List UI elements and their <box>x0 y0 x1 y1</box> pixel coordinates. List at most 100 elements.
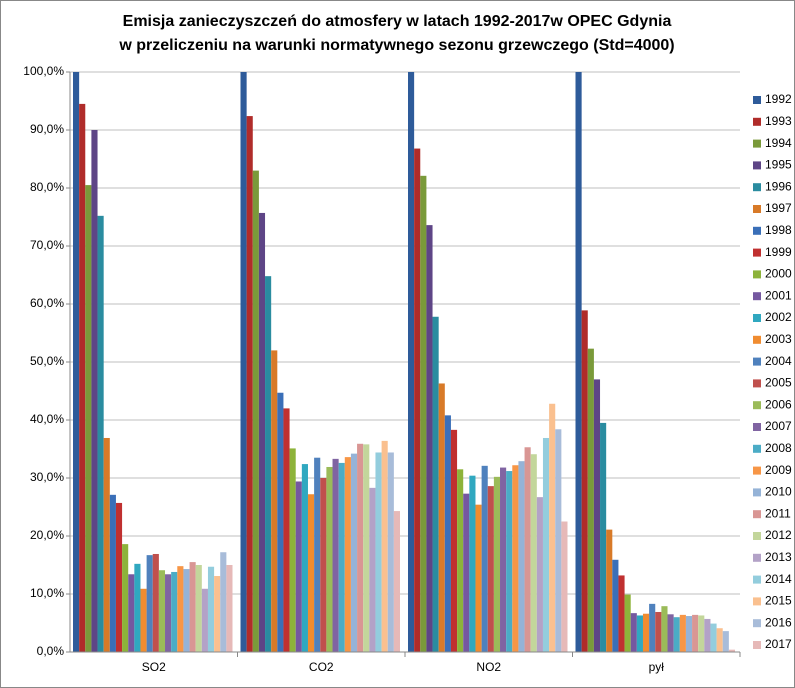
legend-label: 2007 <box>765 419 792 433</box>
y-tick-label: 0,0% <box>37 644 65 658</box>
x-tick-label: CO2 <box>309 660 334 674</box>
legend-label: 2010 <box>765 485 792 499</box>
bar <box>109 494 116 652</box>
x-tick-label: SO2 <box>142 660 166 674</box>
y-tick-label: 80,0% <box>30 180 64 194</box>
chart-title: Emisja zanieczyszczeń do atmosfery w lat… <box>123 13 672 30</box>
bar <box>444 415 451 652</box>
legend-label: 2013 <box>765 550 792 564</box>
y-tick-label: 70,0% <box>30 238 64 252</box>
bar <box>307 494 315 652</box>
bar <box>555 429 562 652</box>
bar <box>542 437 550 652</box>
bar <box>500 467 507 652</box>
bar <box>393 511 400 652</box>
bar <box>722 631 729 652</box>
bar <box>140 588 147 652</box>
bar <box>587 348 594 652</box>
bar <box>561 521 568 652</box>
bar <box>716 628 723 652</box>
bar <box>426 225 433 652</box>
bar <box>581 310 588 652</box>
bar <box>283 408 290 652</box>
x-tick-label: NO2 <box>476 660 501 674</box>
bar <box>357 443 364 652</box>
y-tick-label: 100,0% <box>23 64 64 78</box>
bar <box>692 614 699 652</box>
bar <box>115 502 123 652</box>
bar <box>128 574 135 652</box>
bar <box>728 649 735 652</box>
bar <box>220 552 227 652</box>
bar <box>146 555 153 652</box>
legend-label: 1994 <box>765 136 792 150</box>
legend-label: 2009 <box>765 463 792 477</box>
bar <box>704 618 711 652</box>
bar <box>506 471 513 652</box>
legend-swatch <box>753 357 761 366</box>
bar <box>201 588 208 652</box>
legend-swatch <box>753 139 761 148</box>
bar <box>277 392 284 652</box>
legend-swatch <box>753 270 761 279</box>
legend-swatch <box>753 575 761 584</box>
bar <box>189 562 196 652</box>
bar <box>271 350 278 652</box>
legend-label: 1999 <box>765 245 792 259</box>
bar <box>289 448 296 652</box>
bar <box>512 465 519 652</box>
bar <box>549 403 556 652</box>
bar <box>463 493 470 652</box>
legend-label: 2017 <box>765 637 792 651</box>
legend-label: 2000 <box>765 267 792 281</box>
bar <box>481 465 488 652</box>
bar <box>408 72 415 652</box>
bar <box>252 170 259 652</box>
bar <box>487 486 494 652</box>
legend-label: 1998 <box>765 223 792 237</box>
legend-swatch <box>753 444 761 453</box>
bar <box>414 148 421 652</box>
bar <box>103 437 110 652</box>
bar <box>710 623 717 652</box>
bar <box>295 481 302 652</box>
legend-swatch <box>753 226 761 235</box>
legend-label: 1996 <box>765 179 792 193</box>
legend-label: 1997 <box>765 201 792 215</box>
bar <box>326 466 333 652</box>
legend-swatch <box>753 401 761 410</box>
bar <box>420 175 427 652</box>
bar <box>593 379 601 652</box>
bar <box>469 475 476 652</box>
legend-label: 2006 <box>765 397 792 411</box>
bar <box>73 72 80 652</box>
bar <box>240 72 247 652</box>
bar <box>177 566 184 652</box>
legend-label: 2014 <box>765 572 792 586</box>
bar <box>575 72 582 652</box>
bar <box>450 429 458 652</box>
bar <box>624 594 631 652</box>
legend-label: 1995 <box>765 158 792 172</box>
legend-swatch <box>753 117 761 126</box>
bar <box>630 613 637 652</box>
bar <box>91 130 98 652</box>
chart-title: w przeliczeniu na warunki normatywnego s… <box>118 37 674 54</box>
bar <box>432 316 439 652</box>
legend-swatch <box>753 96 761 104</box>
bar <box>649 603 656 652</box>
legend-label: 1993 <box>765 114 792 128</box>
bar <box>673 617 680 652</box>
bar <box>338 462 345 652</box>
bar <box>258 212 266 652</box>
legend-swatch <box>753 314 761 322</box>
bar <box>600 422 607 652</box>
bar <box>387 452 394 652</box>
bar <box>207 566 215 652</box>
bar <box>165 574 172 652</box>
y-tick-label: 90,0% <box>30 122 64 136</box>
bar <box>214 576 221 652</box>
legend-label: 2003 <box>765 332 792 346</box>
